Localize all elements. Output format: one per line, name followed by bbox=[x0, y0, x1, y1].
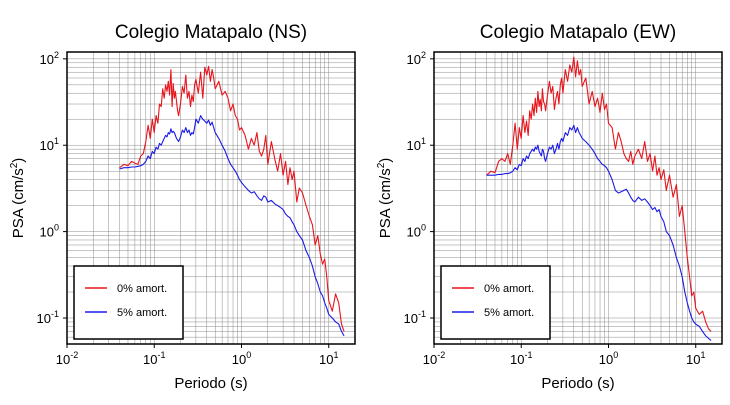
series-line-1 bbox=[119, 115, 345, 337]
legend: 0% amort. 5% amort. bbox=[440, 265, 551, 340]
series-line-0 bbox=[119, 65, 345, 332]
y-tick-label: 101 bbox=[407, 136, 426, 153]
chart-title: Colegio Matapalo (NS) bbox=[115, 22, 307, 43]
legend-label-0: 0% amort. bbox=[484, 283, 534, 295]
x-tick-label: 101 bbox=[319, 350, 338, 367]
chart-panel-0: 10-2 10-1 100 101 10-1 100 101 102 Colegio Matap… bbox=[9, 22, 356, 392]
x-tick-label: 100 bbox=[599, 350, 618, 367]
legend-box bbox=[73, 265, 184, 340]
x-tick-label: 10-1 bbox=[510, 350, 532, 367]
y-tick-label: 102 bbox=[40, 50, 59, 67]
plot-frame bbox=[433, 51, 723, 345]
x-tick-label: 10-1 bbox=[143, 350, 165, 367]
y-tick-label: 10-1 bbox=[404, 309, 426, 326]
legend: 0% amort. 5% amort. bbox=[73, 265, 184, 340]
legend-label-1: 5% amort. bbox=[484, 307, 534, 319]
x-tick-label: 101 bbox=[686, 350, 705, 367]
x-tick-label: 10-2 bbox=[423, 350, 445, 367]
y-axis-label: PSA (cm/s2) bbox=[9, 158, 27, 239]
legend-box bbox=[440, 265, 551, 340]
chart-title: Colegio Matapalo (EW) bbox=[480, 22, 676, 43]
y-tick-label: 100 bbox=[407, 223, 426, 240]
x-axis-label: Periodo (s) bbox=[541, 375, 614, 392]
y-tick-label: 100 bbox=[40, 223, 59, 240]
plot-frame bbox=[66, 51, 356, 345]
series-line-1 bbox=[486, 124, 712, 341]
x-axis-label: Periodo (s) bbox=[174, 375, 247, 392]
y-tick-label: 101 bbox=[40, 136, 59, 153]
y-tick-label: 10-1 bbox=[37, 309, 59, 326]
chart-panel-1: 10-2 10-1 100 101 10-1 100 101 102 Colegio Matap… bbox=[376, 22, 723, 392]
y-tick-label: 102 bbox=[407, 50, 426, 67]
x-tick-label: 10-2 bbox=[56, 350, 78, 367]
legend-label-0: 0% amort. bbox=[117, 283, 167, 295]
series-line-0 bbox=[486, 56, 712, 332]
x-tick-label: 100 bbox=[232, 350, 251, 367]
y-axis-label: PSA (cm/s2) bbox=[376, 158, 394, 239]
legend-label-1: 5% amort. bbox=[117, 307, 167, 319]
